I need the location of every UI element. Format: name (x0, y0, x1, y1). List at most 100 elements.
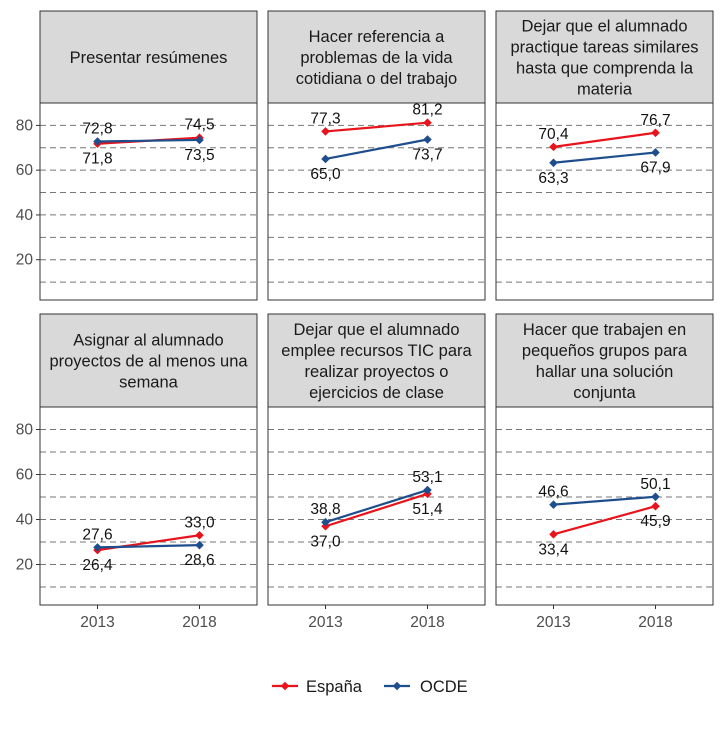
panel-3-title-line: hasta que comprenda la (516, 60, 694, 78)
panel-2-title-line: cotidiana o del trabajo (296, 70, 457, 88)
panel-6-strip (495, 313, 714, 408)
data-label-ocde: 38,8 (310, 501, 340, 518)
x-tick-label: 2018 (638, 614, 672, 631)
panel-1-title-line: Presentar resúmenes (70, 49, 228, 67)
panel-2-title-line: Hacer referencia a (309, 28, 446, 46)
panel-4-title-line: Asignar al alumnado (73, 332, 223, 350)
series-line-ocde (553, 495, 656, 506)
data-label-ocde: 63,3 (538, 170, 568, 187)
panel-6-title-line: hallar una solución (536, 363, 674, 381)
panel-2-border (267, 102, 486, 301)
data-point-espana (423, 118, 432, 127)
data-point-espana (651, 501, 660, 511)
data-label-espana: 33,4 (538, 541, 569, 558)
data-label-espana: 45,9 (640, 513, 670, 530)
panel-1-strip (39, 10, 258, 104)
data-label-espana: 77,3 (310, 110, 340, 127)
x-tick-label: 2018 (182, 614, 216, 631)
data-point-ocde (93, 137, 102, 146)
data-label-ocde: 28,6 (184, 552, 214, 569)
data-label-espana: 37,0 (310, 533, 341, 550)
data-point-ocde (321, 517, 330, 527)
x-tick-label: 2013 (536, 614, 570, 631)
data-label-espana: 70,4 (538, 126, 569, 143)
data-label-ocde: 65,0 (310, 166, 341, 183)
data-point-ocde (195, 540, 204, 550)
panel-5-border (267, 406, 486, 606)
panel-4-strip (39, 313, 258, 408)
data-label-ocde: 73,7 (412, 146, 442, 163)
series-line-espana (325, 121, 428, 133)
series-line-ocde (325, 138, 428, 161)
data-point-ocde (651, 492, 660, 502)
x-tick-label: 2013 (308, 614, 342, 631)
panel-3-border (495, 102, 714, 301)
panel-2-title-line: problemas de la vida (300, 49, 453, 67)
legend-label-espana: España (306, 678, 363, 696)
panel-2-plot-area (268, 103, 485, 300)
legend-label-ocde: OCDE (420, 678, 468, 696)
data-point-espana (195, 530, 204, 540)
data-label-espana: 26,4 (82, 557, 113, 574)
data-label-ocde: 72,8 (82, 121, 112, 138)
y-tick-label: 60 (16, 162, 34, 179)
y-tick-label: 40 (16, 207, 34, 224)
y-tick-label: 20 (16, 557, 34, 574)
data-label-ocde: 73,5 (184, 147, 214, 164)
data-label-ocde: 50,1 (640, 476, 670, 493)
panel-6-plot-area (496, 407, 713, 605)
series-line-espana (553, 131, 656, 148)
panel-3-title-line: materia (577, 81, 633, 99)
y-tick-label: 80 (16, 117, 34, 134)
data-label-ocde: 46,6 (538, 484, 568, 501)
data-label-ocde: 53,1 (412, 469, 442, 486)
data-label-espana: 71,8 (82, 151, 112, 168)
data-label-espana: 76,7 (640, 112, 670, 129)
data-label-espana: 81,2 (412, 102, 442, 119)
data-label-ocde: 27,6 (82, 526, 112, 543)
panel-3-strip (495, 10, 714, 104)
y-tick-label: 60 (16, 467, 34, 484)
panel-4-border (39, 406, 258, 606)
panel-3-title-line: Dejar que el alumnado (521, 18, 687, 36)
panel-3-title-line: practique tareas similares (511, 39, 699, 57)
panel-5-strip (267, 313, 486, 408)
panel-5-title-line: realizar proyectos o (305, 363, 449, 381)
series-line-ocde (325, 488, 428, 524)
y-tick-label: 40 (16, 512, 34, 529)
data-point-ocde (321, 154, 330, 164)
series-line-espana (553, 505, 656, 536)
panel-6-title-line: conjunta (573, 384, 636, 402)
legend-marker-espana (280, 681, 290, 691)
panel-1-border (39, 102, 258, 301)
panel-1-plot-area (40, 103, 257, 300)
x-tick-label: 2013 (80, 614, 114, 631)
data-point-espana (651, 128, 660, 138)
y-tick-label: 20 (16, 252, 34, 269)
panel-3-plot-area (496, 103, 713, 300)
data-point-ocde (651, 148, 660, 157)
data-label-espana: 74,5 (184, 117, 214, 134)
y-tick-label: 80 (16, 422, 34, 439)
panel-5-title-line: ejercicios de clase (309, 384, 444, 402)
data-point-ocde (195, 135, 204, 145)
series-line-espana (325, 492, 428, 528)
panel-4-title-line: proyectos de al menos una (49, 353, 248, 371)
series-line-ocde (97, 138, 200, 143)
data-point-ocde (423, 485, 432, 495)
panel-4-plot-area (40, 407, 257, 605)
panel-6-title-line: Hacer que trabajen en (523, 321, 686, 339)
data-point-espana (549, 142, 558, 152)
data-point-espana (321, 127, 330, 136)
panel-4-title-line: semana (119, 374, 179, 392)
data-point-ocde (549, 158, 558, 168)
series-line-ocde (553, 151, 656, 164)
data-point-ocde (423, 135, 432, 144)
data-label-espana: 33,0 (184, 514, 215, 531)
panel-6-border (495, 406, 714, 606)
panel-6-title-line: pequeños grupos para (522, 342, 688, 360)
data-label-espana: 51,4 (412, 501, 443, 518)
data-point-espana (549, 530, 558, 539)
